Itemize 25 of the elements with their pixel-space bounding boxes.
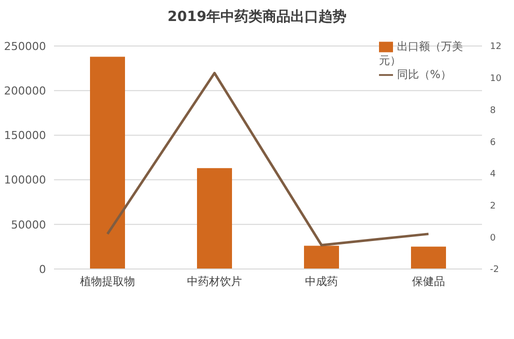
x-tick-label: 中成药 bbox=[305, 274, 338, 288]
chart-title: 2019年中药类商品出口趋势 bbox=[166, 8, 348, 26]
y-tick-label: 150000 bbox=[4, 129, 46, 142]
y2-tick-label: 4 bbox=[490, 170, 496, 180]
bar bbox=[304, 246, 339, 269]
x-tick-label: 中药材饮片 bbox=[187, 274, 242, 288]
y-tick-label: 100000 bbox=[4, 174, 46, 187]
bar bbox=[90, 56, 125, 269]
y2-tick-label: 10 bbox=[490, 74, 502, 84]
y2-tick-label: 8 bbox=[490, 106, 496, 116]
bar bbox=[197, 168, 232, 269]
y2-tick-label: 12 bbox=[490, 42, 502, 52]
y-tick-label: 0 bbox=[39, 262, 46, 276]
legend-label: 出口额（万美元） bbox=[379, 40, 463, 68]
y2-tick-label: 6 bbox=[490, 138, 496, 148]
y-tick-label: 200000 bbox=[4, 84, 46, 98]
y2-tick-label: 0 bbox=[490, 233, 496, 244]
y-tick-label: 250000 bbox=[4, 40, 46, 53]
x-tick-label: 植物提取物 bbox=[80, 274, 135, 288]
y2-tick-label: -2 bbox=[490, 265, 499, 276]
bar bbox=[411, 246, 446, 269]
legend-label: 同比（%） bbox=[397, 68, 452, 82]
y2-tick-label: 2 bbox=[490, 201, 496, 212]
y-tick-label: 50000 bbox=[11, 218, 46, 232]
x-tick-label: 保健品 bbox=[412, 274, 445, 288]
